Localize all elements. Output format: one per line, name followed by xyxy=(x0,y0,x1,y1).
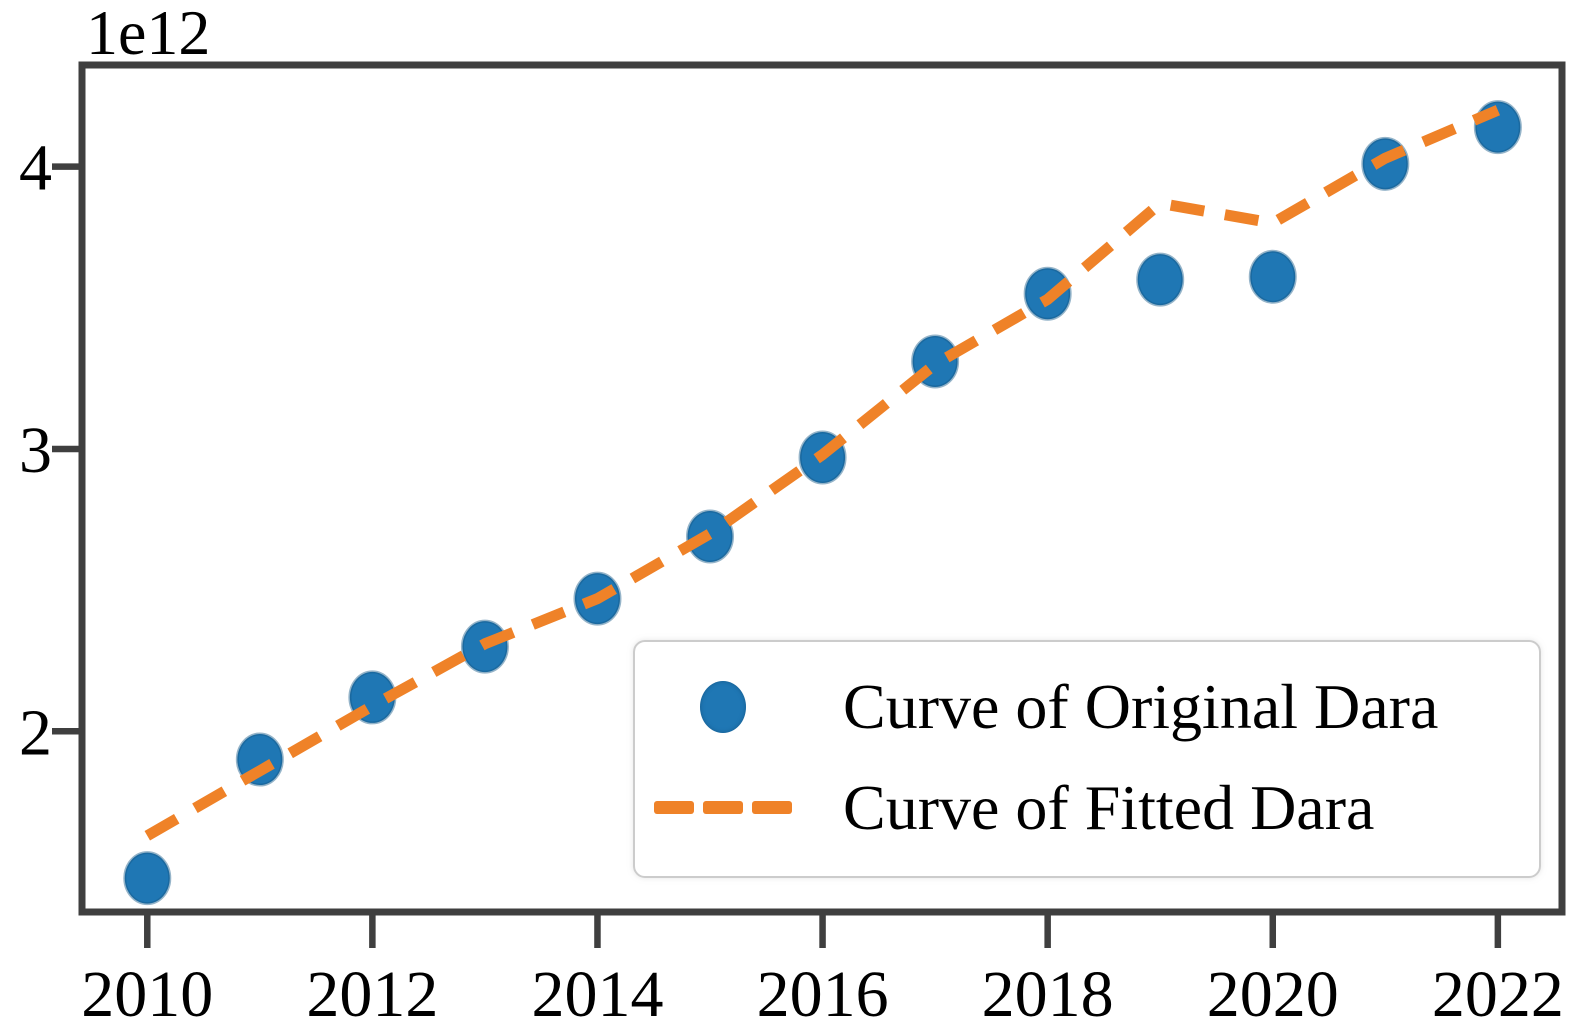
legend-label-original: Curve of Original Dara xyxy=(843,670,1439,742)
x-tick-label: 2014 xyxy=(531,958,663,1031)
y-tick-label: 4 xyxy=(19,132,52,205)
legend: Curve of Original Dara Curve of Fitted D… xyxy=(633,640,1541,878)
y-axis-offset-label: 1e12 xyxy=(86,0,210,68)
data-point-original xyxy=(1248,249,1297,304)
x-tick-label: 2010 xyxy=(81,958,213,1031)
data-point-original xyxy=(1136,252,1185,307)
x-tick-label: 2016 xyxy=(757,958,889,1031)
x-tick-label: 2022 xyxy=(1432,958,1564,1031)
x-tick-label: 2018 xyxy=(982,958,1114,1031)
legend-item-fitted: Curve of Fitted Dara xyxy=(635,757,1539,858)
fitted-line xyxy=(144,105,1501,841)
legend-label-fitted: Curve of Fitted Dara xyxy=(843,771,1375,843)
x-tick-label: 2020 xyxy=(1207,958,1339,1031)
data-point-original xyxy=(123,851,172,906)
legend-marker-col xyxy=(653,680,793,733)
scatter-marker-icon xyxy=(700,680,746,733)
data-point-original xyxy=(1473,100,1522,155)
x-tick-label: 2012 xyxy=(306,958,438,1031)
legend-marker-col xyxy=(653,801,793,814)
dashed-line-marker-icon xyxy=(654,801,792,814)
plot-spines xyxy=(78,61,1566,916)
y-tick-label: 2 xyxy=(19,696,52,769)
legend-item-original: Curve of Original Dara xyxy=(635,656,1539,757)
y-tick-label: 3 xyxy=(19,414,52,487)
